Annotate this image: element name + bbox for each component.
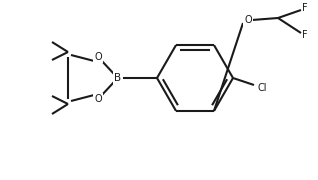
Text: B: B xyxy=(114,73,121,83)
Text: F: F xyxy=(302,3,308,13)
Text: O: O xyxy=(94,94,102,104)
Text: O: O xyxy=(94,52,102,62)
Text: Cl: Cl xyxy=(257,83,267,93)
Text: F: F xyxy=(302,30,308,40)
Text: O: O xyxy=(244,15,252,25)
